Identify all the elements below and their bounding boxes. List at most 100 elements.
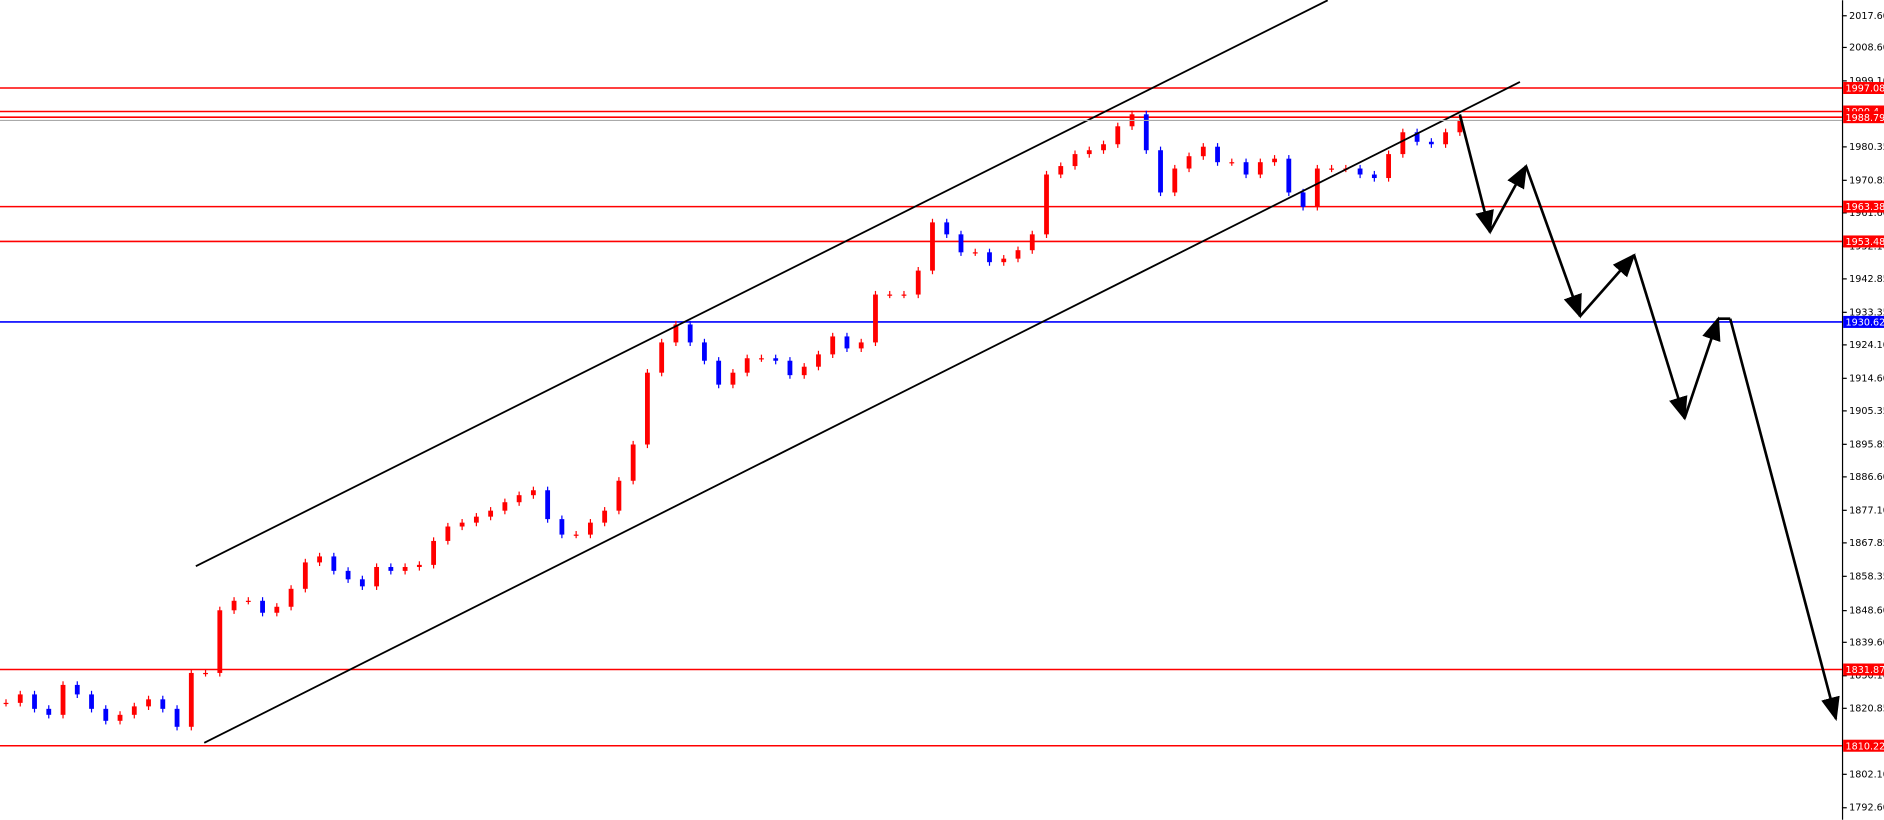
candle-body: [915, 270, 921, 295]
candle-body: [987, 252, 992, 263]
candle-body: [801, 366, 807, 376]
candle-body: [858, 342, 864, 349]
y-tick-label: 1867.85: [1849, 538, 1884, 549]
candle-body: [1172, 168, 1178, 193]
candle-body: [131, 706, 137, 715]
candle-body: [873, 294, 878, 343]
candle-body: [146, 699, 151, 707]
candle-body: [345, 570, 351, 580]
arrow: [1488, 164, 1528, 233]
candle-body: [317, 556, 322, 563]
candle-body: [1400, 132, 1406, 155]
candle-body: [759, 358, 764, 360]
arrow: [1458, 114, 1494, 235]
candle-body: [103, 708, 109, 721]
y-tick-label: 1961.60: [1849, 208, 1884, 219]
candle-body: [930, 222, 935, 271]
candle-body: [17, 694, 23, 703]
candle-body: [602, 510, 608, 523]
candle-body: [1015, 250, 1021, 259]
candle-body: [416, 564, 422, 567]
axis-labels: 2017.60 2008.60 1999.10 1980.35 1970.85 1961.…: [1841, 11, 1884, 814]
candle-body: [1428, 141, 1434, 145]
candle-body: [174, 708, 180, 727]
candle-body: [89, 694, 94, 709]
candle-body: [573, 534, 579, 536]
level-tag: [1843, 663, 1884, 676]
level-tags: 1997.081990.41988.791963.381953.481930.6…: [1843, 81, 1884, 752]
candle-body: [1215, 146, 1220, 163]
level-label: 1953.48: [1846, 237, 1884, 248]
candle-body: [645, 372, 650, 445]
y-tick-label: 1942.85: [1849, 274, 1884, 285]
level-label: 1930.62: [1846, 318, 1884, 329]
candle-body: [74, 684, 80, 695]
candle-body: [245, 600, 251, 602]
candle-body: [445, 526, 451, 541]
arrow: [1632, 254, 1688, 421]
level-label: 1831.87: [1846, 665, 1884, 676]
candle-body: [1072, 154, 1078, 167]
candle-body: [459, 522, 465, 527]
level-tag: [1843, 739, 1884, 752]
candle-body: [730, 372, 736, 385]
candle-body: [1329, 168, 1334, 170]
projection-arrows: [1458, 114, 1840, 722]
y-tick-label: 1792.60: [1849, 803, 1884, 814]
candle-body: [1044, 174, 1049, 235]
y-tick-label: 1886.60: [1849, 472, 1884, 483]
candle-body: [1457, 120, 1463, 133]
candle-body: [46, 708, 52, 715]
level-tag: [1843, 235, 1884, 248]
level-tag: [1843, 111, 1884, 124]
candle-body: [60, 684, 66, 715]
candle-body: [1200, 146, 1206, 157]
candle-body: [160, 699, 166, 709]
candle-body: [516, 495, 522, 503]
candle-body: [203, 672, 208, 675]
candle-body: [1086, 150, 1092, 155]
candle-body: [231, 600, 237, 611]
candle-body: [887, 294, 893, 296]
candle-body: [844, 336, 850, 349]
candle-body: [402, 566, 408, 571]
candle-body: [1386, 154, 1391, 179]
y-tick-label: 1820.85: [1849, 703, 1884, 714]
candle-body: [388, 566, 394, 571]
y-tick-label: 1802.10: [1849, 769, 1884, 780]
y-tick-label: 1895.85: [1849, 439, 1884, 450]
candle-body: [1115, 126, 1121, 145]
candle-body: [958, 234, 964, 253]
candle-body: [302, 562, 308, 589]
channel-lower: [203, 81, 1521, 744]
arrow: [1683, 316, 1721, 419]
candle-body: [1257, 162, 1263, 175]
y-tick-label: 1848.60: [1849, 606, 1884, 617]
y-tick-label: 1877.10: [1849, 505, 1884, 516]
level-tag: [1843, 81, 1884, 95]
candle-body: [816, 354, 821, 367]
level-label: 1997.08: [1846, 84, 1884, 95]
candle-body: [773, 358, 779, 361]
y-tick-label: 1914.60: [1849, 373, 1884, 384]
candle-body: [1286, 158, 1292, 193]
candle-body: [359, 579, 365, 587]
candle-body: [1443, 132, 1449, 145]
candle-body: [530, 490, 536, 496]
candle-body: [1243, 162, 1249, 175]
level-label: 1810.22: [1846, 741, 1884, 752]
candle-body: [1029, 234, 1035, 251]
level-tag: [1843, 315, 1884, 328]
candle-body: [217, 610, 223, 673]
candle-body: [1058, 166, 1064, 175]
level-tag: [1843, 200, 1884, 213]
arrow: [1579, 253, 1636, 318]
candle-body: [616, 480, 622, 511]
level-label: 1988.79: [1846, 113, 1884, 124]
y-tick-label: 1970.85: [1849, 175, 1884, 186]
y-tick-label: 2008.60: [1849, 42, 1884, 53]
channel-upper: [195, 0, 1329, 568]
candle-body: [431, 540, 437, 565]
candle-body: [787, 360, 793, 376]
candle-body: [1300, 192, 1306, 207]
